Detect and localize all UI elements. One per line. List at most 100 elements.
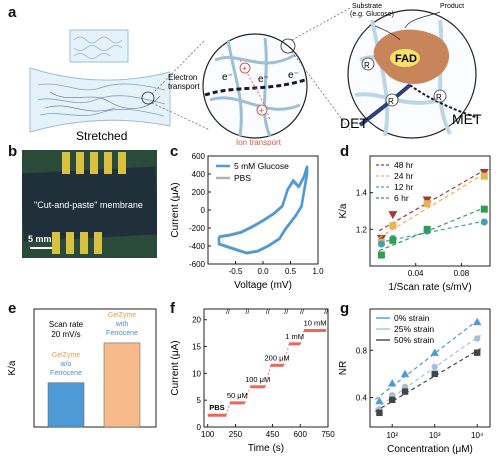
legend-label: 25% strain [394, 324, 434, 334]
step-label: 50 μM [227, 391, 248, 400]
y-tick-label: 1.4 [356, 189, 368, 198]
svg-text:+: + [259, 106, 264, 115]
panel-a-schematic: Stretched + + e⁻ e⁻ e⁻ Electron transport… [29, 3, 482, 146]
legend-label: 50% strain [394, 335, 434, 345]
connector [244, 386, 251, 403]
legend-label: 0% strain [394, 313, 430, 323]
fad-label: FAD [395, 53, 417, 65]
panel-label-f: f [170, 300, 175, 317]
stretched-membrane [29, 67, 171, 133]
svg-text:+: + [242, 64, 247, 73]
product-label: Product [440, 3, 464, 10]
x-axis-label: Concentration (μM) [387, 444, 473, 455]
x-tick-label: 600 [294, 430, 308, 439]
x-tick-label: 0.0 [257, 267, 269, 276]
y-tick-label: 5 [197, 396, 202, 405]
r-label-3: R [436, 93, 442, 102]
data-point [389, 396, 396, 404]
data-point [480, 172, 488, 180]
panel-label-e: e [8, 300, 17, 317]
x-tick-label: 1.0 [312, 267, 324, 276]
y-tick-label: 15 [192, 343, 201, 352]
data-point [474, 349, 481, 356]
y-axis-label: NR [338, 361, 349, 375]
legend-label: 24 hr [394, 171, 414, 181]
data-point [423, 225, 431, 233]
x-tick-label: 0.08 [454, 269, 470, 278]
plot-frame [203, 308, 329, 428]
data-point [388, 211, 398, 220]
y-tick-label: -600 [189, 260, 206, 269]
y-tick-label: 10 [192, 369, 201, 378]
data-point [375, 396, 384, 405]
plot-frame [369, 308, 491, 428]
electron-label-2: e⁻ [258, 74, 269, 85]
data-point [480, 205, 488, 213]
series-line [217, 165, 309, 255]
y-tick-label: 0.4 [356, 394, 368, 403]
data-point [377, 251, 385, 259]
data-point [480, 218, 488, 226]
bar-label-ferrocene: with [115, 321, 129, 328]
substrate-label: Substrate (e.g. Glucose) [350, 3, 394, 18]
y-tick-label: 1.2 [356, 225, 368, 234]
x-axis-label: 1/Scan rate (s/mV) [388, 282, 471, 293]
x-tick-label: 10⁴ [471, 431, 484, 440]
legend-label: 6 hr [394, 193, 409, 203]
x-tick-label: 0.04 [408, 269, 424, 278]
data-point [388, 379, 397, 387]
bar-label-ferrocene: Ferrocene [106, 330, 138, 337]
step-label: 200 μM [265, 353, 290, 362]
y-tick-label: 200 [192, 188, 206, 197]
panel-label-a: a [8, 4, 17, 21]
data-point [389, 222, 397, 230]
break-mark: // [300, 309, 304, 316]
data-point [389, 236, 397, 244]
bar [103, 342, 141, 428]
x-tick-label: 10³ [429, 431, 441, 440]
bar-label-gelzyme: GelZyme [108, 312, 137, 319]
x-tick-label: 0.5 [285, 267, 297, 276]
y-tick-label: 0.8 [356, 346, 368, 355]
break-mark: // [266, 309, 270, 316]
panel-label-g: g [340, 300, 350, 317]
y-tick-label: -200 [189, 224, 206, 233]
chart-cv: -600 -400 -200 0 200 400 600 -0.5 0.0 0.5 1.0 5 mM … [170, 152, 324, 291]
data-point [401, 388, 409, 395]
data-point [430, 348, 439, 356]
y-tick-label: 600 [192, 152, 206, 161]
step-label: 1 mM [285, 332, 304, 341]
plot-frame [33, 308, 157, 428]
x-tick-label: 750 [321, 430, 335, 439]
step-label: 10 mM [304, 318, 327, 327]
data-point [377, 240, 385, 248]
step-label: 100 μM [245, 375, 270, 384]
legend-label: 5 mM Glucose [234, 161, 289, 171]
break-mark: // [226, 309, 230, 316]
y-axis-label: K/a [7, 360, 18, 375]
step-label: PBS [209, 403, 224, 412]
data-point [431, 363, 438, 371]
y-axis-label: K/a [338, 203, 349, 218]
x-tick-label: 250 [229, 430, 243, 439]
scale-bar-label: 5 mm [28, 234, 52, 244]
membrane-photo: "Cut-and-paste" membrane 5 mm [22, 150, 157, 258]
annotation-line: Scan rate [49, 320, 84, 329]
break-mark: // [324, 309, 328, 316]
fit-line [378, 207, 485, 252]
data-point [376, 409, 383, 417]
connector [225, 402, 231, 416]
data-point [473, 317, 482, 326]
chart-amperometry: 0 5 10 15 20 100 250 450 600 750 // PBS // 50 μM // 100… [170, 308, 335, 454]
annotation-line: 20 mV/s [51, 330, 80, 339]
break-mark: // [284, 309, 288, 316]
det-label: DET [340, 115, 368, 131]
x-tick-label: 450 [266, 430, 280, 439]
x-axis-label: Voltage (mV) [234, 280, 292, 291]
panel-label-c: c [170, 143, 179, 160]
r-label-2: R [388, 97, 394, 106]
fit-line [378, 169, 485, 232]
break-mark: // [246, 309, 250, 316]
